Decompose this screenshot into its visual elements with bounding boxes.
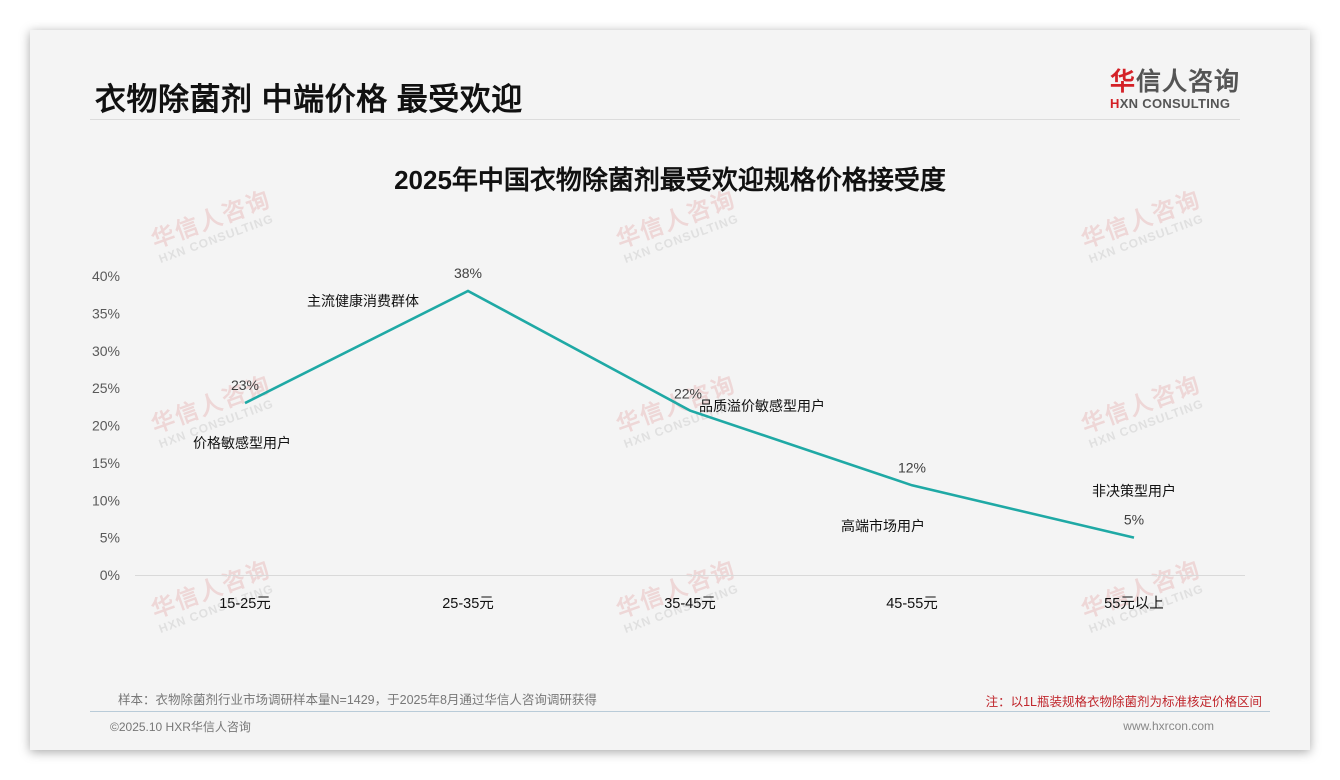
segment-annotation: 品质溢价敏感型用户 <box>699 398 825 414</box>
footer-divider <box>90 711 1270 712</box>
y-tick-label: 40% <box>92 268 120 284</box>
x-tick-label: 45-55元 <box>886 596 938 612</box>
line-chart: 0% 5% 10% 15% 20% 25% 30% 35% 40% 15-25元 25-35元 35-… <box>92 265 1245 612</box>
segment-annotation: 主流健康消费群体 <box>307 293 419 309</box>
data-value-label: 38% <box>454 265 482 281</box>
y-tick-label: 0% <box>100 567 120 583</box>
x-tick-label: 25-35元 <box>442 596 494 612</box>
data-value-label: 22% <box>674 386 702 402</box>
logo-chinese: 华信人咨询 <box>1110 68 1241 96</box>
chart-title: 2025年中国衣物除菌剂最受欢迎规格价格接受度 <box>394 165 946 195</box>
y-tick-label: 10% <box>92 492 120 508</box>
slide: 衣物除菌剂 中端价格 最受欢迎 华信人咨询 HXN CONSULTING 华信人… <box>30 30 1310 750</box>
segment-annotation: 高端市场用户 <box>841 518 925 534</box>
data-line <box>244 289 1135 539</box>
copyright: ©2025.10 HXR华信人咨询 <box>110 720 251 734</box>
data-value-label: 12% <box>898 459 926 475</box>
x-tick-label: 15-25元 <box>219 596 271 612</box>
page-title: 衣物除菌剂 中端价格 最受欢迎 <box>95 82 523 117</box>
x-tick-label: 55元以上 <box>1104 595 1164 612</box>
y-tick-label: 35% <box>92 305 120 321</box>
segment-annotation: 非决策型用户 <box>1092 483 1176 499</box>
x-tick-label: 35-45元 <box>664 596 716 612</box>
price-note: 注：以1L瓶装规格衣物除菌剂为标准核定价格区间 <box>985 695 1262 709</box>
sample-note: 样本：衣物除菌剂行业市场调研样本量N=1429，于2025年8月通过华信人咨询调… <box>118 693 597 707</box>
data-value-label: 23% <box>231 377 259 393</box>
header-divider <box>90 119 1240 120</box>
y-tick-label: 20% <box>92 418 120 434</box>
y-tick-label: 30% <box>92 343 120 359</box>
segment-annotation: 价格敏感型用户 <box>193 435 291 451</box>
logo-english: HXN CONSULTING <box>1110 96 1231 111</box>
y-tick-label: 15% <box>92 455 120 471</box>
y-tick-label: 25% <box>92 380 120 396</box>
company-logo: 华信人咨询 HXN CONSULTING <box>1110 62 1240 111</box>
y-tick-label: 5% <box>100 530 120 546</box>
website-link[interactable]: www.hxrcon.com <box>1123 719 1214 733</box>
data-value-label: 5% <box>1124 512 1144 528</box>
